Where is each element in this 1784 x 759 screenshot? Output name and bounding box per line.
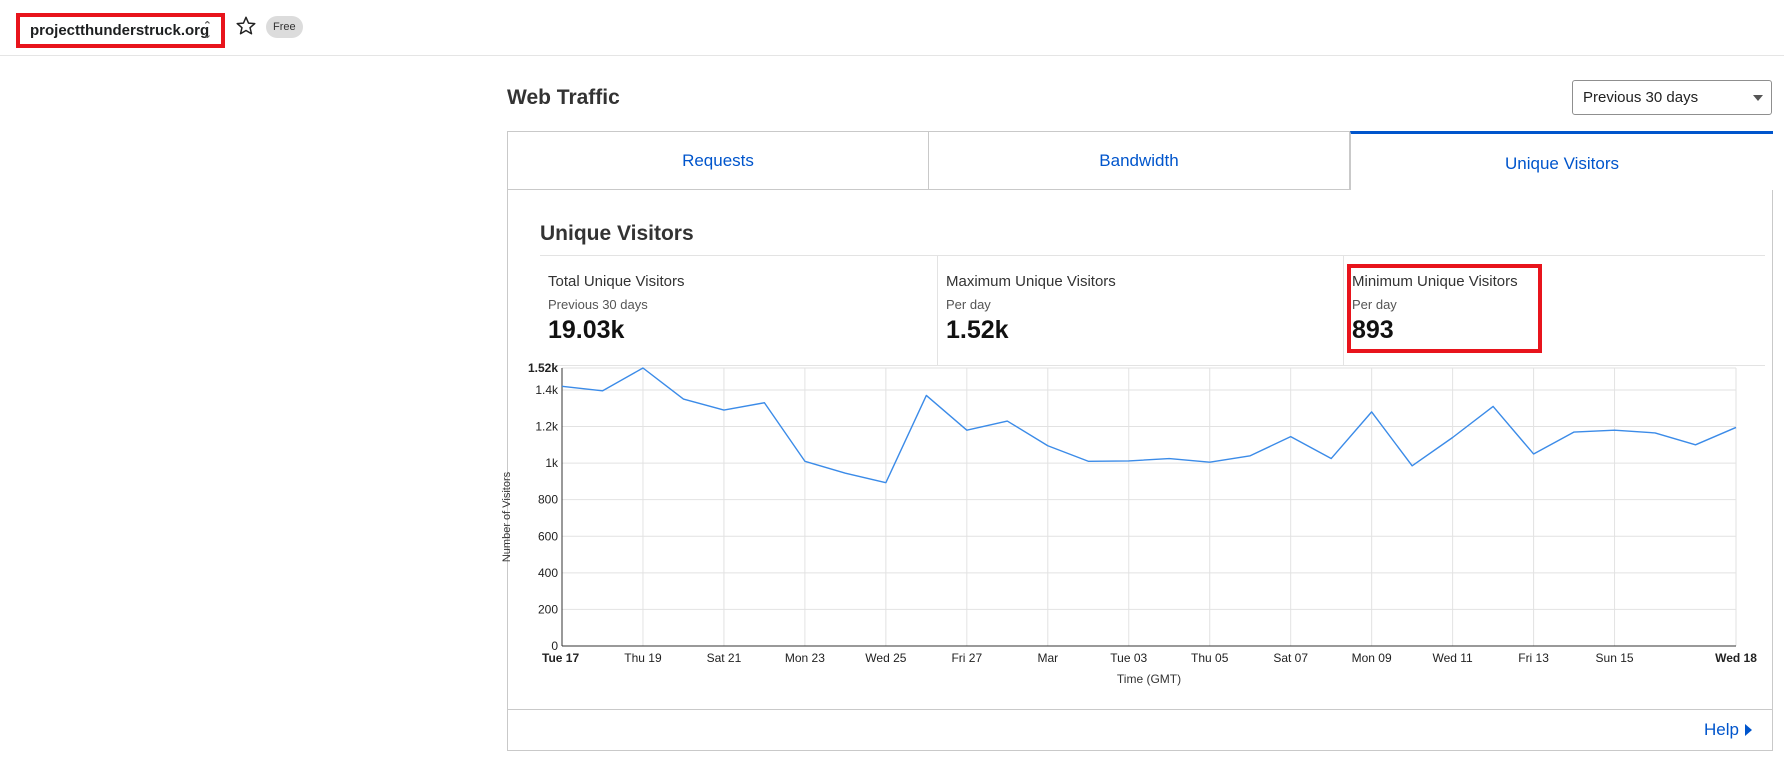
zone-name: projectthunderstruck.org xyxy=(30,22,210,39)
plan-badge: Free xyxy=(266,16,303,38)
x-tick-label: Thu 19 xyxy=(624,651,662,665)
y-tick-label: 1.4k xyxy=(535,383,559,397)
stat-value: 1.52k xyxy=(946,316,1009,344)
dropdown-arrow-icon xyxy=(1753,95,1763,101)
time-range-value: Previous 30 days xyxy=(1583,89,1699,106)
help-link[interactable]: Help xyxy=(1704,720,1752,740)
stat-sublabel: Per day xyxy=(1352,297,1397,312)
stat-label: Total Unique Visitors xyxy=(548,273,685,290)
stat-sublabel: Per day xyxy=(946,297,991,312)
y-tick-label: 800 xyxy=(538,493,558,507)
panel-title: Unique Visitors xyxy=(540,222,694,245)
stat-value: 893 xyxy=(1352,316,1394,344)
highlight-box xyxy=(1347,264,1542,353)
stats-row: Total Unique Visitors Previous 30 days 1… xyxy=(540,255,1765,366)
x-tick-label: Thu 05 xyxy=(1191,651,1229,665)
stat-minimum: Minimum Unique Visitors Per day 893 xyxy=(1344,256,1765,365)
panel-footer-divider xyxy=(508,709,1772,710)
tab-unique-visitors[interactable]: Unique Visitors xyxy=(1350,131,1773,190)
x-tick-label: Mar xyxy=(1037,651,1058,665)
chevron-updown-icon: ⌃ ⌄ xyxy=(202,20,212,41)
x-axis-label: Time (GMT) xyxy=(1117,672,1181,686)
x-tick-label: Sat 07 xyxy=(1273,651,1308,665)
stat-sublabel: Previous 30 days xyxy=(548,297,648,312)
stat-label: Minimum Unique Visitors xyxy=(1352,273,1518,290)
y-tick-label: 400 xyxy=(538,566,558,580)
stat-value: 19.03k xyxy=(548,316,625,344)
x-tick-label: Fri 13 xyxy=(1518,651,1549,665)
y-tick-label: 600 xyxy=(538,529,558,543)
help-label: Help xyxy=(1704,720,1739,739)
x-tick-label: Sun 15 xyxy=(1596,651,1634,665)
x-tick-label: Tue 17 xyxy=(542,651,579,665)
y-tick-label: 0 xyxy=(551,639,558,653)
x-tick-label: Sat 21 xyxy=(707,651,742,665)
traffic-tabs: Requests Bandwidth Unique Visitors xyxy=(507,131,1773,190)
series-line xyxy=(561,367,1737,484)
zone-selector[interactable]: projectthunderstruck.org ⌃ ⌄ xyxy=(16,13,225,48)
caret-right-icon xyxy=(1744,724,1752,736)
x-tick-label: Wed 18 xyxy=(1715,651,1757,665)
x-tick-label: Wed 11 xyxy=(1432,651,1473,665)
x-tick-label: Wed 25 xyxy=(865,651,906,665)
x-tick-label: Tue 03 xyxy=(1110,651,1147,665)
x-tick-label: Mon 09 xyxy=(1352,651,1392,665)
x-tick-label: Mon 23 xyxy=(785,651,825,665)
traffic-panel xyxy=(507,131,1773,751)
y-axis-label: Number of Visitors xyxy=(501,471,513,562)
stat-total: Total Unique Visitors Previous 30 days 1… xyxy=(540,256,938,365)
y-tick-label: 1.52k xyxy=(528,361,558,375)
page-title: Web Traffic xyxy=(507,86,620,109)
stat-maximum: Maximum Unique Visitors Per day 1.52k xyxy=(938,256,1344,365)
tab-bandwidth[interactable]: Bandwidth xyxy=(928,131,1350,190)
top-bar: projectthunderstruck.org ⌃ ⌄ Free xyxy=(0,0,1784,56)
stat-label: Maximum Unique Visitors xyxy=(946,273,1116,290)
x-tick-label: Fri 27 xyxy=(951,651,982,665)
star-icon[interactable] xyxy=(235,15,257,37)
y-tick-label: 1.2k xyxy=(535,420,559,434)
time-range-select[interactable]: Previous 30 days xyxy=(1572,80,1772,115)
unique-visitors-chart: 0 200 400 600 800 1k 1.2k 1.4k 1.52k Tue 17 Thu 19… xyxy=(501,361,1757,686)
tab-requests[interactable]: Requests xyxy=(507,131,929,190)
y-tick-label: 1k xyxy=(545,456,559,470)
y-tick-label: 200 xyxy=(538,602,558,616)
